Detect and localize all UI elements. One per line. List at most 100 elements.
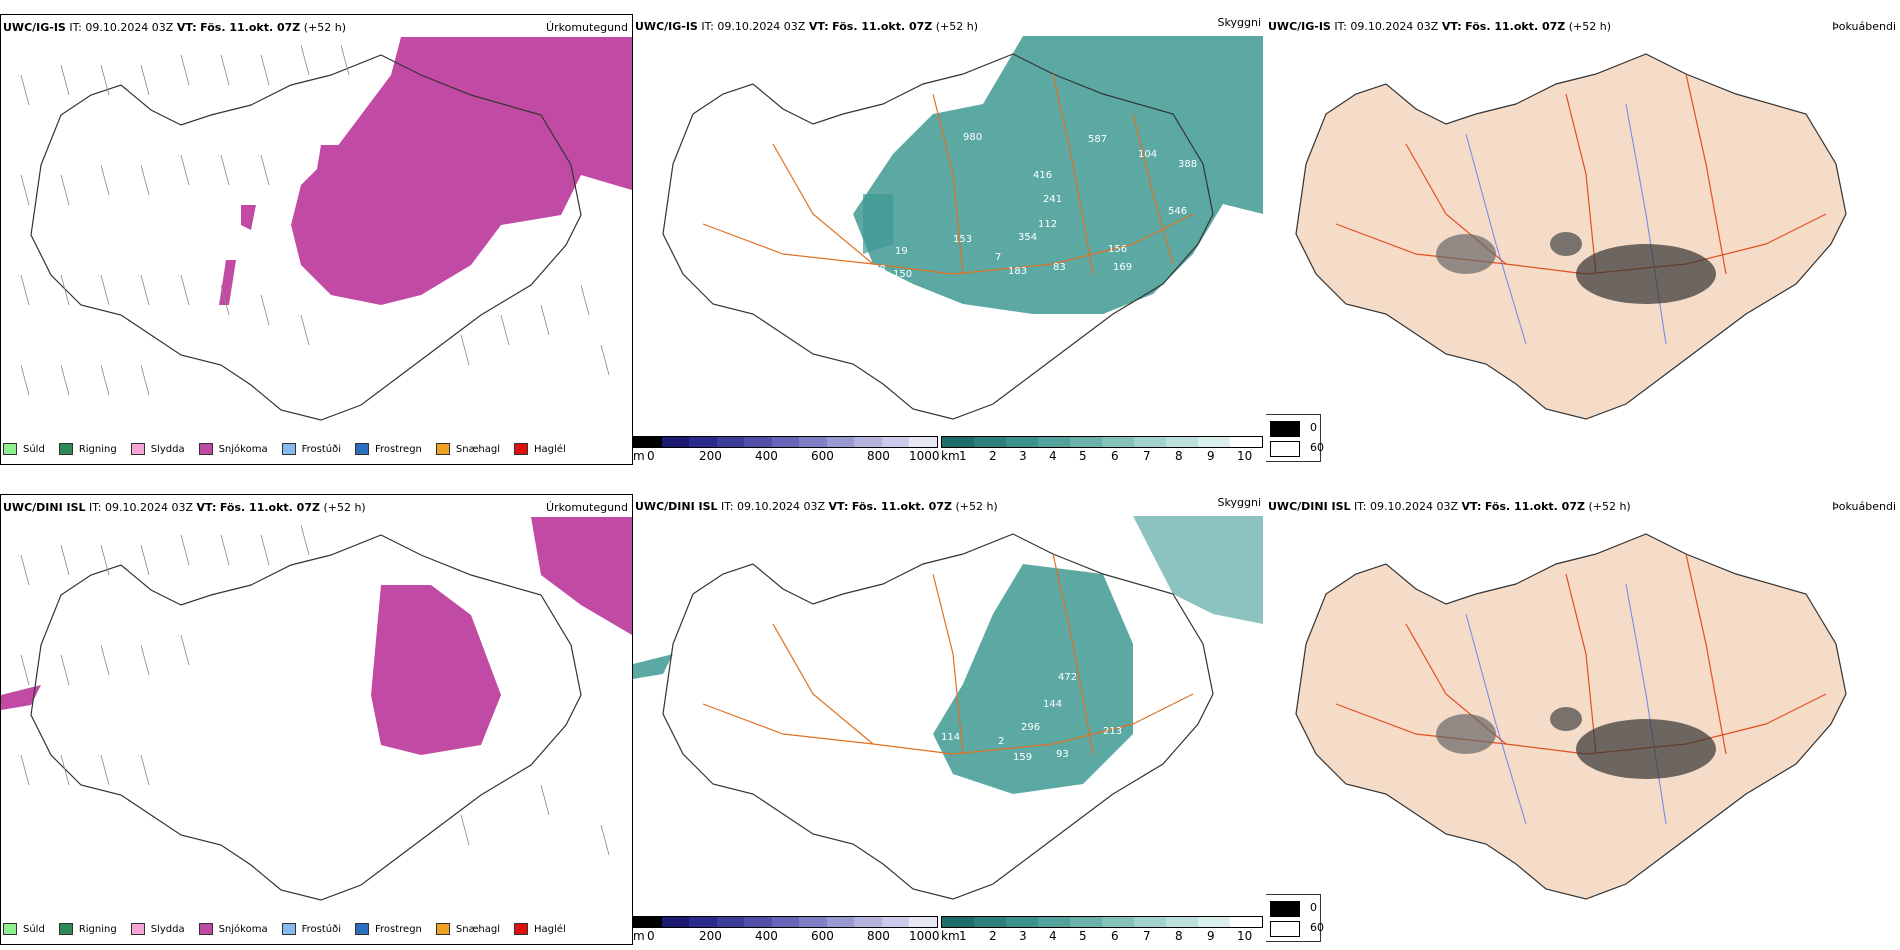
tick: 0 (647, 929, 655, 943)
iceland-outline (662, 533, 1214, 900)
panel-title-fog: Þokuábendi (1832, 500, 1896, 513)
vis-label: 7 (995, 252, 1002, 263)
model-name: UWC/DINI ISL (3, 501, 86, 514)
vt-label: VT: (176, 21, 197, 34)
legend-item: Snjókoma (198, 923, 268, 935)
legend-label: Snjókoma (218, 923, 268, 935)
vis-label: 82 (1138, 619, 1151, 630)
vis-label: 153 (953, 234, 973, 245)
panel-title-visibility: Skyggni (1217, 16, 1261, 29)
precip-legend: Súld Rigning Slydda Snjókoma Frostúði Fr… (3, 440, 580, 458)
legend-swatch (198, 443, 213, 455)
it-label: IT: (701, 20, 714, 33)
tick: 1000 (909, 929, 940, 943)
legend-item: Súld (3, 443, 45, 455)
vt-label: VT: (196, 501, 217, 514)
it-label: IT: (721, 500, 734, 513)
it-value: 09.10.2024 03Z (717, 20, 806, 33)
vt-value: Fös. 11.okt. 07Z (1484, 500, 1585, 513)
legend-item: Snjókoma (198, 443, 268, 455)
visibility-colorbar-strip (941, 916, 1263, 928)
tick: 5 (1079, 449, 1087, 463)
tick: 6 (1111, 449, 1119, 463)
vis-label: 587 (1088, 134, 1108, 145)
it-value: 09.10.2024 03Z (737, 500, 826, 513)
vt-value: Fös. 11.okt. 07Z (1465, 20, 1566, 33)
tick: 10 (1237, 449, 1253, 463)
tick: 600 (811, 449, 834, 463)
legend-item: Slydda (130, 443, 185, 455)
legend-swatch (58, 443, 73, 455)
vis-label: 472 (1058, 672, 1078, 683)
vis-label: 183 (1008, 266, 1028, 277)
vis-label: 104 (1138, 149, 1158, 160)
header-bottom-fog: UWC/DINI ISL IT: 09.10.2024 03Z VT: Fös.… (1268, 500, 1631, 513)
legend-item: Rigning (58, 443, 117, 455)
vis-label: 78 (873, 264, 886, 275)
vis-label: 213 (1103, 726, 1123, 737)
fog-legend-swatch (1270, 921, 1300, 937)
roads (702, 73, 1194, 275)
height-unit: m (633, 449, 645, 463)
model-name: UWC/DINI ISL (1268, 500, 1351, 513)
visibility-colorbar: km 1 2 3 4 5 6 7 8 9 10 (941, 916, 1263, 944)
legend-label: Snæhagl (455, 923, 501, 935)
height-unit: m (633, 929, 645, 943)
model-name: UWC/IG-IS (635, 20, 698, 33)
tick: 800 (867, 929, 890, 943)
header-top-precip: UWC/IG-IS IT: 09.10.2024 03Z VT: Fös. 11… (3, 21, 346, 34)
legend-swatch (355, 923, 369, 935)
fog-patch (1436, 234, 1496, 274)
snow-area (371, 585, 501, 755)
legend-item: Snæhagl (435, 923, 501, 935)
vis-label: 148 (1113, 752, 1133, 763)
legend-swatch (435, 923, 450, 935)
header-bottom-precip: UWC/DINI ISL IT: 09.10.2024 03Z VT: Fös.… (3, 501, 366, 514)
tick: 400 (755, 929, 778, 943)
legend-item: Rigning (58, 923, 117, 935)
legend-label: Rigning (78, 923, 117, 935)
fog-map-bottom (1295, 533, 1847, 900)
snow-area (316, 145, 351, 180)
vis-label: 416 (1033, 170, 1053, 181)
tick: 2 (989, 449, 997, 463)
legend-item: Haglél (514, 923, 566, 935)
wind-barbs (20, 44, 610, 396)
fog-legend-label: 60 (1310, 921, 1324, 934)
vis-label: 156 (1108, 244, 1128, 255)
fog-legend: 0 60 (1266, 894, 1324, 942)
lead-time: (+52 h) (1588, 500, 1631, 513)
vt-value: Fös. 11.okt. 07Z (200, 21, 301, 34)
visibility-colorbar-strip (941, 436, 1263, 448)
tick: 1 (959, 449, 967, 463)
snow-area (1, 685, 41, 710)
visibility-unit: km (941, 929, 960, 943)
precip-map-top (20, 37, 632, 421)
legend-swatch (514, 923, 529, 935)
visibility-panel-top: UWC/IG-IS IT: 09.10.2024 03Z VT: Fös. 11… (633, 14, 1263, 464)
legend-label: Súld (23, 443, 45, 455)
legend-item: Súld (3, 923, 45, 935)
tick: 10 (1237, 929, 1253, 943)
vis-label: 169 (1113, 262, 1133, 273)
fog-legend-label: 0 (1310, 421, 1317, 434)
panel-title-visibility: Skyggni (1217, 496, 1261, 509)
vt-label: VT: (828, 500, 849, 513)
legend-label: Súld (23, 923, 45, 935)
fog-patch (1576, 719, 1716, 779)
fog-patch (1550, 707, 1582, 731)
visibility-teal-area (1133, 516, 1263, 624)
tick: 0 (647, 449, 655, 463)
tick: 8 (1175, 929, 1183, 943)
vis-label: 19 (895, 246, 908, 257)
panel-title-precip: Úrkomutegund (546, 21, 628, 34)
tick: 3 (1019, 929, 1027, 943)
fog-legend-swatch (1270, 901, 1300, 917)
it-value: 09.10.2024 03Z (1370, 500, 1459, 513)
fog-legend: 0 60 (1266, 414, 1324, 462)
legend-label: Slydda (150, 923, 185, 935)
fog-patch (1576, 244, 1716, 304)
height-colorbar: m 0 200 400 600 800 1000 (633, 436, 940, 464)
legend-swatch (198, 923, 213, 935)
fog-legend-label: 60 (1310, 441, 1324, 454)
